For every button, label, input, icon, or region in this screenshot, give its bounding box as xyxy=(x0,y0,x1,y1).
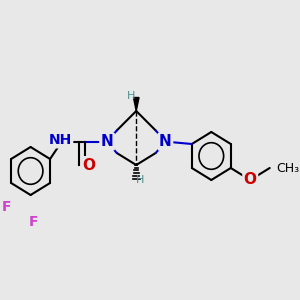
Text: CH₃: CH₃ xyxy=(277,161,300,175)
Text: N: N xyxy=(101,134,113,149)
Text: O: O xyxy=(244,172,257,188)
Text: O: O xyxy=(82,158,95,172)
Text: F: F xyxy=(2,200,12,214)
Text: N: N xyxy=(159,134,172,149)
Text: H: H xyxy=(136,175,145,185)
Text: NH: NH xyxy=(49,133,72,147)
Text: H: H xyxy=(127,91,135,101)
Text: F: F xyxy=(28,215,38,229)
Polygon shape xyxy=(134,98,139,111)
